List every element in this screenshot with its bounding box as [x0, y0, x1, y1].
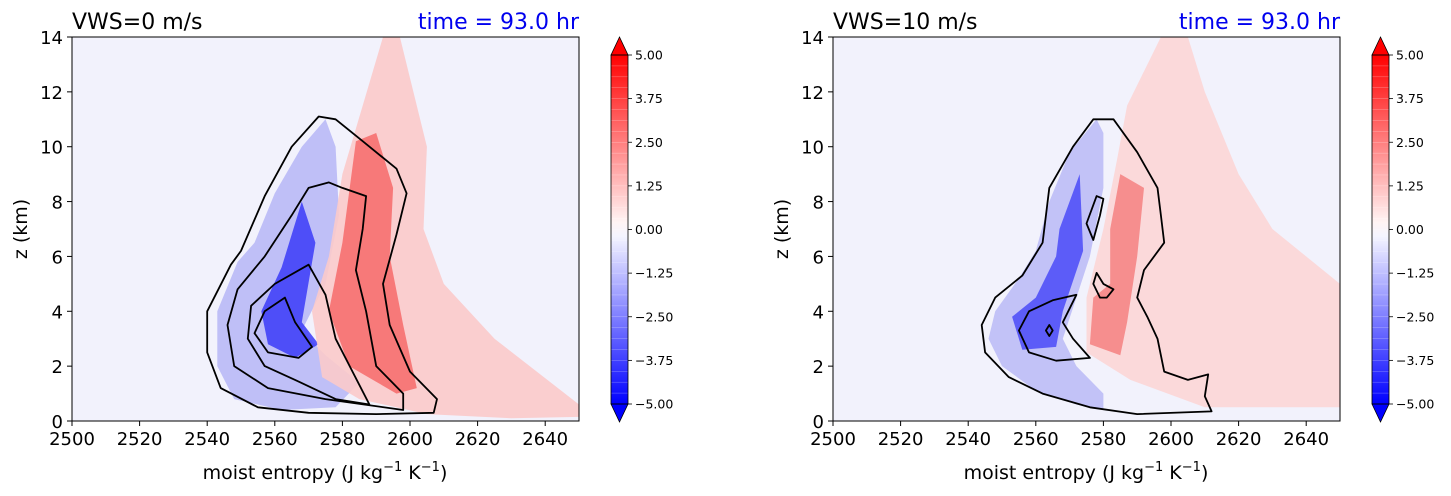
contour-line	[1018, 293, 1091, 362]
colorbar-tick-label: 1.25	[1396, 178, 1424, 193]
negative-anomaly-core	[261, 201, 319, 358]
colorbar-tick-label: −1.25	[1396, 266, 1434, 281]
colorbar-extend-max	[610, 36, 629, 56]
y-tick-label: 4	[813, 302, 824, 323]
positive-anomaly-core	[328, 133, 417, 394]
y-tick-label: 14	[801, 28, 824, 49]
time-label: time = 93.0 hr	[418, 10, 580, 35]
x-tick-label: 2520	[117, 429, 163, 450]
y-tick-label: 6	[52, 247, 63, 268]
colorbar-tick-label: −2.50	[635, 309, 673, 324]
y-tick-label: 0	[813, 412, 824, 433]
y-tick-label: 0	[52, 412, 63, 433]
x-tick-label: 2620	[455, 429, 501, 450]
contour-lines	[980, 118, 1213, 415]
colorbar-tick-label: 5.00	[635, 48, 663, 63]
colorbar-tick-label: −2.50	[1396, 309, 1434, 324]
y-tick-label: 14	[40, 28, 63, 49]
x-tick-label: 2500	[49, 429, 95, 450]
contour-line	[980, 118, 1213, 415]
contour-line	[226, 181, 405, 411]
contour-lines	[206, 115, 438, 415]
panel-vws-0: 2500 2520 2540 2560 2580 2600 2620 2640 0 2 4 6 8 10…	[10, 10, 673, 484]
y-axis-label: z (km)	[10, 199, 32, 259]
x-tick-label: 2640	[1283, 429, 1329, 450]
colorbar-tick-label: 2.50	[1396, 135, 1424, 150]
x-tick-label: 2520	[878, 429, 924, 450]
y-tick-label: 6	[813, 247, 824, 268]
negative-anomaly-core	[1012, 174, 1084, 350]
colorbar-tick-label: −5.00	[1396, 397, 1434, 412]
colorbar-tick-label: 2.50	[635, 135, 663, 150]
x-tick-label: 2600	[387, 429, 433, 450]
colorbar-tick-label: 3.75	[635, 91, 663, 106]
colorbar-extend-min	[1371, 403, 1390, 423]
y-tick-label: 8	[813, 193, 824, 214]
y-tick-label: 10	[801, 138, 824, 159]
y-tick-label: 12	[801, 83, 824, 104]
colorbar-tick-label: −3.75	[1396, 353, 1434, 368]
y-tick-label: 2	[813, 357, 824, 378]
contour-line	[246, 263, 371, 406]
time-label: time = 93.0 hr	[1179, 10, 1341, 35]
colorbar-extend-min	[610, 403, 629, 423]
x-tick-label: 2620	[1216, 429, 1262, 450]
contour-line	[206, 115, 438, 415]
y-axis: 0 2 4 6 8 10 12 14	[40, 28, 72, 433]
x-axis: 2500 2520 2540 2560 2580 2600 2620 2640	[810, 421, 1329, 450]
colorbar-tick-label: 3.75	[1396, 91, 1424, 106]
x-tick-label: 2540	[945, 429, 991, 450]
colorbar-tick-label: −1.25	[635, 266, 673, 281]
y-tick-label: 10	[40, 138, 63, 159]
x-tick-label: 2560	[252, 429, 298, 450]
colorbar-tick-label: 0.00	[635, 222, 663, 237]
panel-vws-10: 2500 2520 2540 2560 2580 2600 2620 2640 0 2 4 6 8 10…	[771, 10, 1434, 484]
contour-line	[1092, 272, 1115, 299]
x-axis-label: moist entropy (J kg−1 K−1)	[964, 460, 1209, 484]
x-tick-label: 2540	[184, 429, 230, 450]
x-axis-label: moist entropy (J kg−1 K−1)	[203, 460, 448, 484]
x-tick-label: 2580	[319, 429, 365, 450]
axes-frame	[832, 36, 1341, 422]
y-tick-label: 4	[52, 302, 63, 323]
contour-line	[253, 296, 313, 359]
positive-anomaly-region	[1086, 37, 1340, 408]
x-tick-label: 2560	[1013, 429, 1059, 450]
y-tick-label: 8	[52, 193, 63, 214]
colorbar-tick-label: 5.00	[1396, 48, 1424, 63]
colorbar-tick-label: 0.00	[1396, 222, 1424, 237]
x-tick-label: 2640	[522, 429, 568, 450]
y-axis-label: z (km)	[771, 199, 793, 259]
colorbar: 5.00 3.75 2.50 1.25 0.00 −1.25 −2.50 −3.75 −5.00	[1371, 36, 1434, 423]
y-axis: 0 2 4 6 8 10 12 14	[801, 28, 833, 433]
contour-line	[1085, 195, 1105, 241]
axes-frame	[71, 36, 580, 422]
x-axis: 2500 2520 2540 2560 2580 2600 2620 2640	[49, 421, 568, 450]
y-tick-label: 12	[40, 83, 63, 104]
x-tick-label: 2600	[1148, 429, 1194, 450]
x-tick-label: 2500	[810, 429, 856, 450]
y-tick-label: 2	[52, 357, 63, 378]
colorbar-tick-label: −3.75	[635, 353, 673, 368]
contour-line	[1045, 324, 1054, 337]
colorbar-tick-label: 1.25	[635, 178, 663, 193]
panel-title: VWS=10 m/s	[833, 10, 978, 35]
colorbar: 5.00 3.75 2.50 1.25 0.00 −1.25 −2.50 −3.75 −5.00	[610, 36, 673, 423]
panel-title: VWS=0 m/s	[72, 10, 203, 35]
x-tick-label: 2580	[1080, 429, 1126, 450]
colorbar-tick-label: −5.00	[635, 397, 673, 412]
positive-anomaly-core	[1089, 174, 1144, 356]
colorbar-extend-max	[1371, 36, 1390, 56]
